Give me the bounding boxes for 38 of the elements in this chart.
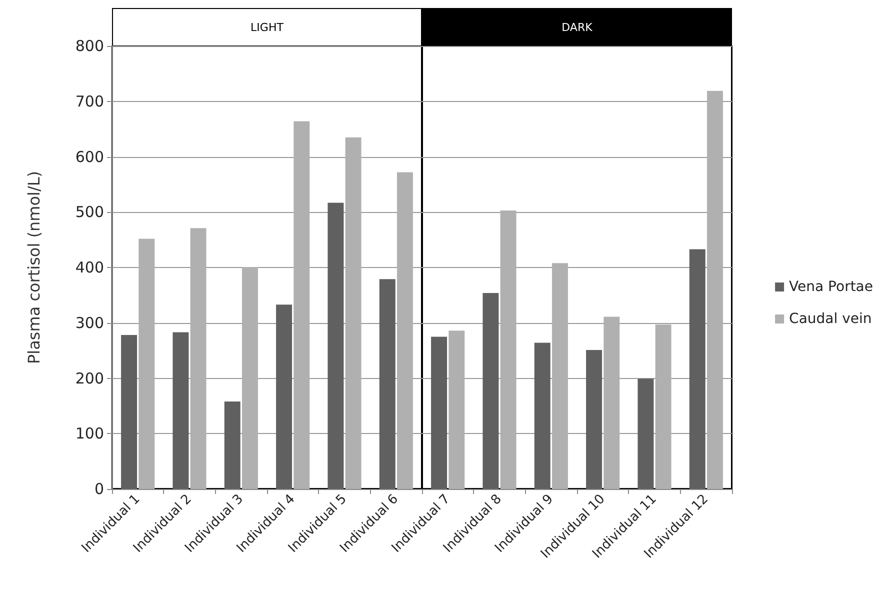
y-tick-label: 200 [75,369,104,388]
bar [552,263,568,489]
y-tick-label: 500 [75,203,104,222]
bar [190,228,206,489]
y-tick-label: 700 [75,92,104,110]
y-tick-label: 300 [75,314,104,332]
bar [706,90,723,489]
bar [328,202,344,489]
bar [689,249,706,489]
bar [224,402,240,489]
bar [294,121,310,489]
bar [276,304,292,489]
text: LIGHT [250,20,284,36]
bar [534,342,550,489]
bar [586,350,602,489]
bar [638,378,654,489]
legend-label: Caudal vein [789,311,872,327]
y-tick-label: 400 [75,258,104,276]
bar [431,336,448,489]
y-axis-title: Plasma cortisol (nmol/L) [24,171,44,364]
bar [482,292,499,489]
text: DARK [560,20,594,36]
y-tick-label: 100 [75,424,104,443]
bar [655,324,672,489]
bar [379,279,396,489]
bar [500,210,516,489]
bar [396,172,413,489]
legend-label: Vena Portae [789,279,873,295]
y-tick-label: 0 [94,480,104,498]
bar [138,238,155,489]
bar [121,335,138,489]
y-tick-label: 600 [75,148,104,166]
bar [172,332,189,489]
y-tick-label: 800 [75,37,104,55]
bar [604,316,620,489]
bar [242,266,258,489]
bar [448,330,465,489]
bar [345,137,362,489]
